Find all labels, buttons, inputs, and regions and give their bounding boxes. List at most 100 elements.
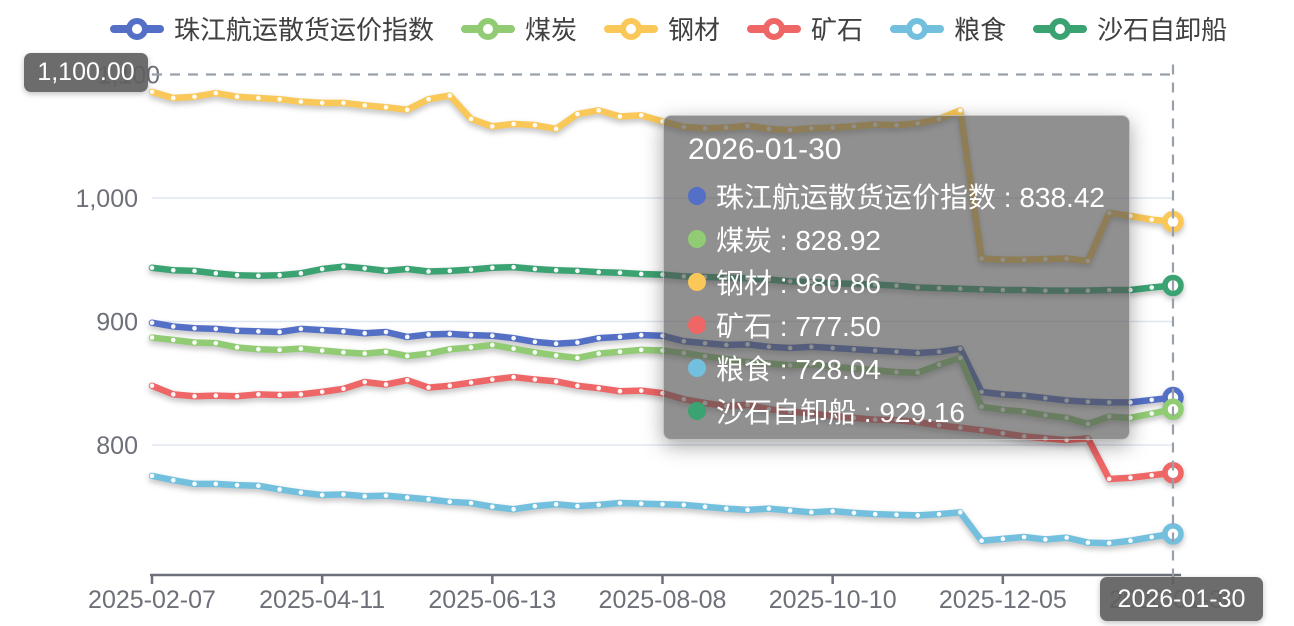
data-point: [256, 346, 261, 352]
data-point: [681, 397, 687, 402]
data-point: [745, 359, 750, 365]
data-point: [149, 473, 155, 479]
data-point: [404, 377, 410, 383]
legend-label: 矿石: [811, 15, 864, 45]
data-point: [851, 366, 857, 371]
data-point: [341, 350, 346, 355]
data-point: [702, 504, 708, 510]
data-point: [766, 344, 772, 350]
data-point: [426, 497, 431, 502]
data-point: [213, 481, 219, 487]
data-point: [787, 409, 793, 414]
data-point: [170, 95, 176, 101]
legend-item-3[interactable]: 矿石: [747, 10, 863, 47]
series-path: [148, 263, 1177, 294]
data-point: [830, 364, 835, 369]
data-point: [830, 508, 835, 514]
data-point: [766, 277, 772, 282]
data-point: [1149, 285, 1155, 290]
legend-item-2[interactable]: 钢材: [604, 10, 720, 47]
data-point: [192, 340, 197, 345]
data-point: [234, 328, 240, 334]
data-point: [404, 353, 410, 359]
legend-item-0[interactable]: 珠江航运散货运价指数: [110, 10, 434, 47]
data-point: [830, 125, 835, 130]
data-point: [383, 493, 389, 498]
legend-label: 煤炭: [525, 15, 578, 45]
legend-item-5[interactable]: 沙石自卸船: [1033, 10, 1227, 47]
y-axis-label-800: 800: [96, 432, 138, 460]
data-point: [298, 271, 304, 276]
data-point: [1064, 437, 1069, 443]
data-point: [362, 266, 368, 271]
data-point: [766, 126, 772, 132]
data-point: [404, 266, 410, 272]
data-point: [1064, 398, 1069, 403]
data-point: [277, 347, 282, 353]
data-point: [1064, 535, 1069, 540]
data-point: [596, 502, 601, 508]
data-point: [724, 342, 729, 348]
data-point: [1021, 287, 1027, 293]
data-point: [468, 332, 474, 338]
data-point: [957, 346, 963, 351]
data-point: [277, 392, 282, 398]
data-point: [468, 345, 474, 350]
legend-label: 珠江航运散货运价指数: [174, 15, 435, 45]
data-point: [596, 108, 601, 113]
data-point: [1085, 258, 1091, 264]
data-point: [596, 385, 601, 391]
data-point: [1106, 210, 1112, 216]
data-point: [1043, 435, 1048, 441]
data-point: [319, 492, 325, 498]
data-point: [724, 506, 729, 511]
data-point: [213, 271, 219, 276]
data-point: [447, 499, 453, 505]
line-series-icon: [110, 16, 164, 42]
data-point: [256, 273, 261, 279]
data-point: [872, 367, 878, 373]
data-point: [149, 335, 155, 340]
data-point: [1085, 435, 1091, 441]
data-point: [872, 282, 878, 287]
data-point: [957, 425, 963, 431]
data-point: [170, 337, 176, 343]
data-point: [1106, 414, 1112, 419]
data-point: [894, 418, 899, 423]
data-point: [511, 374, 516, 380]
data-point: [660, 272, 665, 277]
data-point: [851, 346, 857, 352]
legend-item-1[interactable]: 煤炭: [461, 10, 577, 47]
data-point: [724, 403, 729, 409]
data-point: [511, 121, 516, 127]
data-point: [681, 124, 687, 130]
data-point: [660, 348, 665, 353]
legend-label: 粮食: [954, 15, 1007, 45]
data-point: [830, 413, 835, 419]
data-point: [341, 329, 346, 334]
data-point: [660, 501, 665, 507]
data-point: [1064, 415, 1069, 421]
data-point: [404, 334, 410, 340]
data-point: [1043, 395, 1048, 401]
data-point: [1043, 413, 1048, 418]
data-point: [277, 487, 282, 492]
data-point: [1064, 256, 1069, 261]
line-series-icon: [604, 16, 659, 42]
data-point: [553, 267, 559, 273]
data-point: [1000, 257, 1006, 263]
data-point: [617, 500, 623, 506]
data-point: [957, 510, 963, 515]
data-point: [298, 490, 304, 495]
data-point: [575, 355, 580, 361]
data-point: [915, 513, 921, 518]
data-point: [575, 383, 580, 389]
data-point: [256, 329, 261, 334]
data-point: [724, 125, 729, 130]
data-point: [830, 280, 835, 286]
legend-item-4[interactable]: 粮食: [890, 10, 1006, 47]
data-point: [915, 285, 921, 290]
data-point: [936, 511, 942, 517]
data-point: [851, 124, 857, 129]
